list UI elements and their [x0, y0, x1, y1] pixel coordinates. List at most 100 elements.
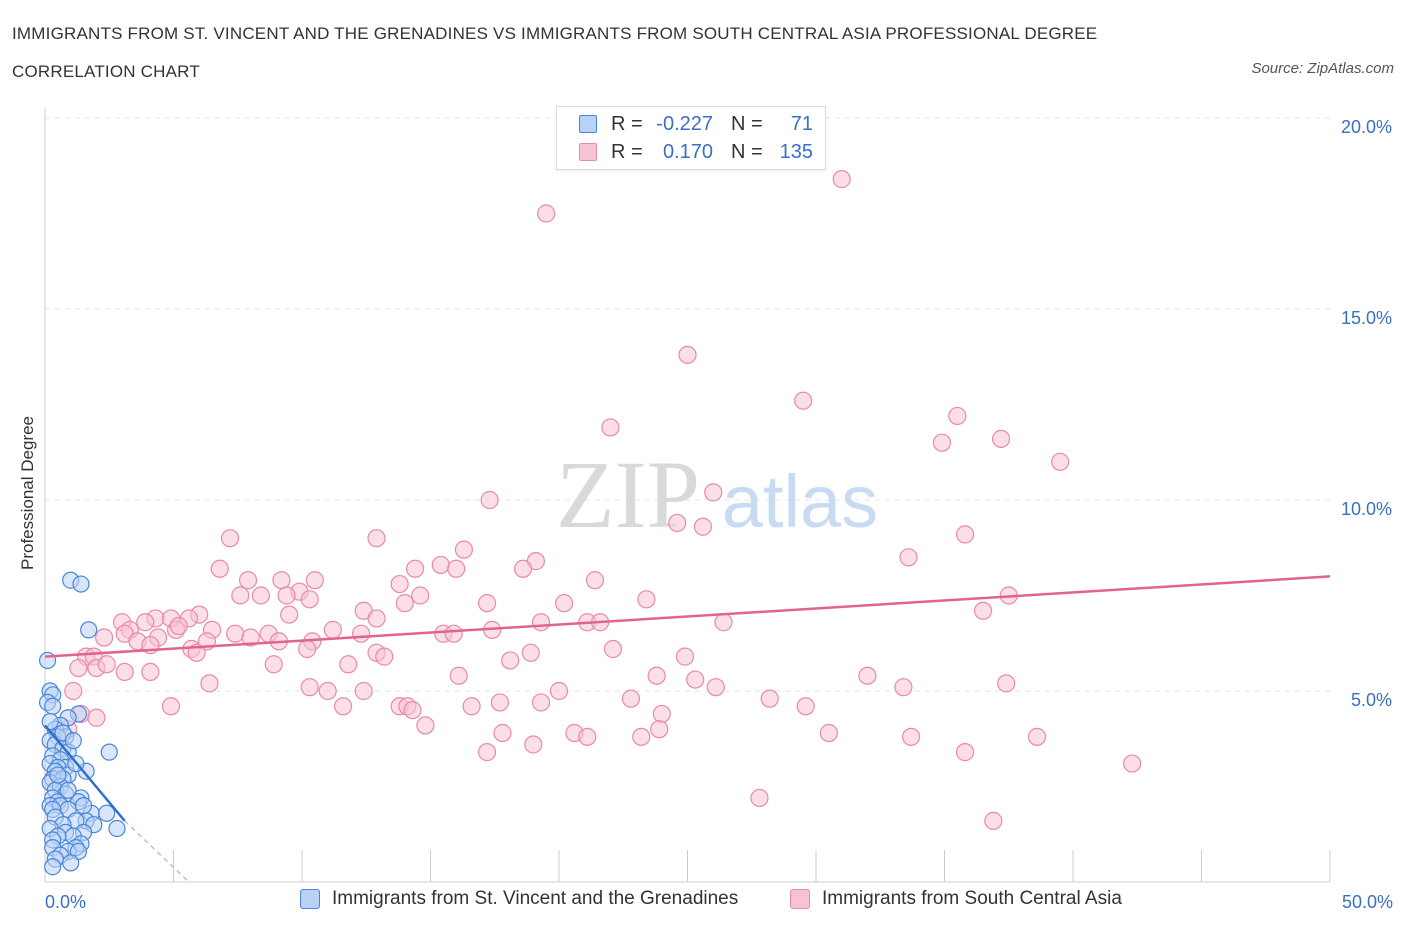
data-point-series-2	[585, 571, 605, 590]
legend-item-series-2[interactable]: Immigrants from South Central Asia	[790, 888, 1122, 910]
data-point-series-2	[64, 681, 83, 701]
data-point-series-2	[97, 655, 116, 674]
data-point-series-2	[704, 483, 723, 502]
data-point-series-2	[272, 571, 291, 590]
data-point-series-2	[277, 586, 296, 605]
data-point-series-2	[411, 586, 430, 605]
data-point-series-2	[686, 670, 705, 689]
data-point-series-2	[531, 613, 551, 632]
data-point-series-2	[323, 620, 342, 639]
data-point-series-2	[991, 429, 1011, 448]
chart-title-line-1: IMMIGRANTS FROM ST. VINCENT AND THE GREN…	[12, 24, 1098, 43]
data-point-series-2	[305, 571, 324, 590]
data-point-series-2	[997, 674, 1016, 693]
data-point-series-2	[238, 571, 258, 590]
data-point-series-2	[531, 693, 551, 712]
data-point-series-2	[490, 693, 509, 712]
correlation-legend: R = -0.227 N = 71 R = 0.170 N = 135	[556, 106, 826, 170]
data-point-series-2	[652, 704, 671, 724]
data-point-series-2	[1051, 452, 1070, 471]
data-point-series-2	[352, 624, 371, 643]
watermark-zip: ZIP	[556, 441, 700, 548]
legend-r-value-1: -0.227	[656, 112, 713, 135]
data-point-series-2	[603, 639, 623, 659]
data-point-series-1	[38, 651, 57, 670]
data-point-series-1	[100, 743, 118, 761]
data-point-series-2	[241, 628, 260, 647]
data-point-series-2	[161, 697, 181, 716]
data-point-series-2	[264, 655, 283, 674]
series-2-points	[59, 170, 1142, 830]
data-point-series-2	[750, 788, 769, 808]
legend-swatch-pink	[790, 889, 810, 909]
data-point-series-2	[87, 708, 106, 727]
legend-item-series-1[interactable]: Immigrants from St. Vincent and the Gren…	[300, 888, 738, 910]
data-point-series-2	[318, 681, 337, 701]
legend-label-series-1: Immigrants from St. Vincent and the Gren…	[332, 888, 739, 909]
data-point-series-2	[621, 689, 641, 708]
legend-row-series-2: R = 0.170 N = 135	[579, 140, 813, 164]
data-point-series-1	[41, 712, 59, 731]
legend-r-label: R =	[611, 112, 643, 135]
watermark-atlas: atlas	[722, 460, 878, 543]
data-point-series-1	[62, 854, 80, 872]
data-point-series-2	[601, 418, 620, 437]
y-tick-label: 5.0%	[1351, 690, 1392, 710]
data-point-series-2	[334, 697, 353, 716]
data-point-series-2	[899, 548, 918, 567]
x-tick-label: 50.0%	[1342, 892, 1393, 912]
data-point-series-2	[226, 624, 245, 643]
legend-n-label: N =	[731, 112, 763, 135]
data-point-series-2	[339, 655, 358, 674]
trend-line-series-1-extension	[124, 820, 190, 883]
data-point-series-2	[416, 716, 435, 735]
data-point-series-2	[955, 525, 975, 544]
data-point-series-2	[796, 697, 815, 716]
data-point-series-2	[858, 666, 877, 685]
data-point-series-2	[714, 613, 733, 632]
data-point-series-2	[678, 345, 697, 364]
data-point-series-2	[300, 590, 319, 609]
data-point-series-2	[894, 678, 913, 697]
legend-row-series-1: R = -0.227 N = 71	[579, 112, 813, 136]
data-point-series-2	[375, 647, 394, 666]
legend-swatch-blue	[579, 115, 597, 133]
data-point-series-1	[44, 697, 62, 715]
x-tick-label: 0.0%	[45, 892, 86, 912]
data-point-series-2	[706, 678, 725, 697]
data-point-series-2	[395, 594, 414, 613]
data-point-series-2	[647, 666, 666, 685]
data-point-series-2	[794, 391, 813, 410]
data-point-series-2	[819, 723, 838, 743]
data-point-series-2	[524, 735, 543, 754]
data-point-series-2	[449, 666, 468, 685]
data-point-series-2	[298, 639, 317, 659]
source-label: Source: ZipAtlas.com	[1251, 60, 1394, 77]
tick-labels: 5.0% 10.0% 15.0% 20.0% 0.0% 50.0%	[45, 117, 1393, 912]
data-point-series-1	[98, 804, 116, 822]
data-point-series-2	[668, 513, 687, 533]
data-point-series-2	[955, 743, 975, 762]
legend-r-label: R =	[611, 140, 643, 163]
legend-swatch-blue	[300, 889, 320, 909]
legend-n-value-2: 135	[779, 140, 813, 163]
trend-line-series-1	[44, 724, 126, 822]
data-point-series-2	[513, 559, 533, 578]
data-point-series-2	[367, 529, 386, 548]
data-point-series-1	[74, 796, 93, 815]
legend-n-value-1: 71	[790, 112, 813, 135]
data-point-series-2	[390, 574, 409, 594]
data-point-series-2	[578, 727, 597, 746]
data-point-series-2	[210, 559, 229, 578]
legend-r-value-2: 0.170	[662, 140, 713, 163]
series-1-points	[38, 571, 126, 876]
data-point-series-2	[477, 594, 497, 613]
data-point-series-2	[251, 586, 270, 605]
data-point-series-1	[108, 819, 126, 838]
data-point-series-1	[64, 732, 82, 750]
data-point-series-2	[984, 811, 1003, 830]
data-point-series-2	[973, 601, 993, 620]
data-point-series-2	[477, 743, 497, 762]
data-point-series-2	[632, 727, 651, 746]
data-point-series-2	[501, 651, 520, 670]
